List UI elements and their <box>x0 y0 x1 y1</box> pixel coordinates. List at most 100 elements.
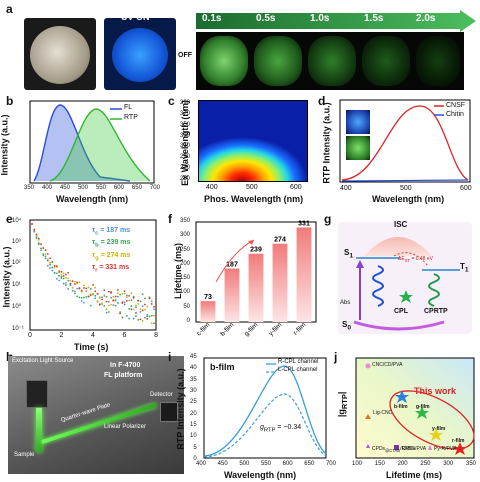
i-xtick: 700 <box>325 461 336 467</box>
cnsf-curve <box>341 105 469 181</box>
bar-value-label: 73 <box>204 294 212 301</box>
decay-point <box>96 293 99 295</box>
pt-lig <box>365 414 371 419</box>
decay-point <box>42 253 45 256</box>
i-glum: gRTP = −0.34 <box>260 424 302 434</box>
decay-point <box>107 290 110 293</box>
g-t1: T1 <box>460 262 469 274</box>
b-xtick: 700 <box>149 185 160 191</box>
i-xtick: 400 <box>196 461 207 467</box>
decay-point <box>144 316 146 319</box>
f-ytick: 50 <box>183 303 191 310</box>
decay-point <box>87 286 90 289</box>
b-xtick: 550 <box>95 185 106 191</box>
pt-y-film <box>429 428 443 441</box>
pt-cnc <box>365 363 371 369</box>
j-label-cnc: CNC/CD/PVA <box>372 362 403 368</box>
h-detector: Detector <box>150 392 173 398</box>
category-label: r-film <box>292 321 307 336</box>
panel-label-a: a <box>6 2 13 16</box>
decay-point <box>132 317 135 320</box>
e-xtick: 8 <box>154 332 158 339</box>
i-xtick: 600 <box>282 461 293 467</box>
decay-point <box>74 292 76 295</box>
h-platform-2: FL platform <box>104 372 143 379</box>
c-ytick: 270 <box>180 165 191 172</box>
c-heatmap <box>198 100 308 182</box>
pt-py <box>428 445 432 450</box>
decay-point <box>119 312 122 315</box>
f-ytick: 100 <box>180 289 191 296</box>
e-xtick: 6 <box>122 332 127 339</box>
b-xtick: 600 <box>113 185 124 191</box>
decay-point <box>107 301 110 303</box>
panel-label-i: i <box>168 350 172 364</box>
tau-g: τg = 274 ms <box>92 251 131 262</box>
j-label-b: b-film <box>394 404 408 410</box>
decay-point <box>135 306 137 309</box>
b-xtick: 500 <box>77 185 88 191</box>
j-label-cpds-pva: CPDs/PVA <box>402 446 427 452</box>
time-2: 1.0s <box>310 13 330 24</box>
decay-point <box>148 315 151 318</box>
decay-point <box>71 289 74 292</box>
decay-point <box>55 277 58 280</box>
decay-point <box>121 292 124 295</box>
d-xtick-2: 600 <box>460 185 472 192</box>
decay-point <box>80 296 83 299</box>
f-ytick: 300 <box>180 232 191 239</box>
decay-point <box>141 319 144 322</box>
bar-y-film <box>272 243 288 322</box>
decay-point <box>144 303 146 306</box>
decay-point <box>121 316 124 319</box>
i-ytick: 0 <box>193 455 197 462</box>
d-xtick-1: 500 <box>400 185 412 192</box>
b-legend-fl: FL <box>124 104 133 111</box>
decay-point <box>125 296 128 298</box>
decay-point <box>51 261 54 263</box>
decay-point <box>139 300 142 303</box>
j-xtick: 150 <box>374 461 385 467</box>
g-abs: Abs <box>340 300 351 306</box>
decay-point <box>83 284 85 287</box>
decay-point <box>92 284 94 286</box>
decay-point <box>103 304 106 307</box>
decay-point <box>146 315 149 318</box>
decay-point <box>141 309 144 312</box>
g-s0: S0 <box>342 320 352 332</box>
decay-point <box>85 290 88 292</box>
decay-point <box>51 266 54 269</box>
decay-point <box>112 299 115 302</box>
decay-point <box>114 304 117 307</box>
decay-point <box>74 283 76 285</box>
decay-point <box>125 300 128 302</box>
decay-point <box>116 292 119 294</box>
c-ytick: 310 <box>180 143 191 150</box>
decay-point <box>46 253 49 255</box>
afterglow-strip <box>196 32 464 90</box>
bar-value-label: 331 <box>298 220 310 227</box>
decay-point <box>130 308 133 311</box>
i-xticks: 400 450 500 550 600 650 700 <box>196 461 336 467</box>
decay-point <box>135 315 137 318</box>
c-ytick: 250 <box>180 175 191 182</box>
fl-curve <box>33 104 131 182</box>
decay-point <box>67 288 70 290</box>
decay-point <box>76 281 79 284</box>
c-xtick-0: 400 <box>206 184 218 191</box>
decay-point <box>150 322 153 325</box>
decay-point <box>74 290 76 293</box>
h-source: Excitation Light Source <box>12 358 74 364</box>
g-cpl: CPL <box>394 308 408 315</box>
e-xtick: 0 <box>28 332 32 339</box>
category-label: g-film <box>243 321 259 337</box>
pt-cpds <box>366 444 370 448</box>
decay-point <box>37 238 40 241</box>
j-ylabel: |gRTP| <box>336 391 350 418</box>
decay-point <box>139 310 142 313</box>
pt-g-film <box>415 406 429 419</box>
off-label: OFF <box>178 52 192 59</box>
c-ytick: 390 <box>180 100 191 106</box>
uv-label-2: UV ON <box>121 12 150 22</box>
panel-d-chart <box>339 99 471 183</box>
